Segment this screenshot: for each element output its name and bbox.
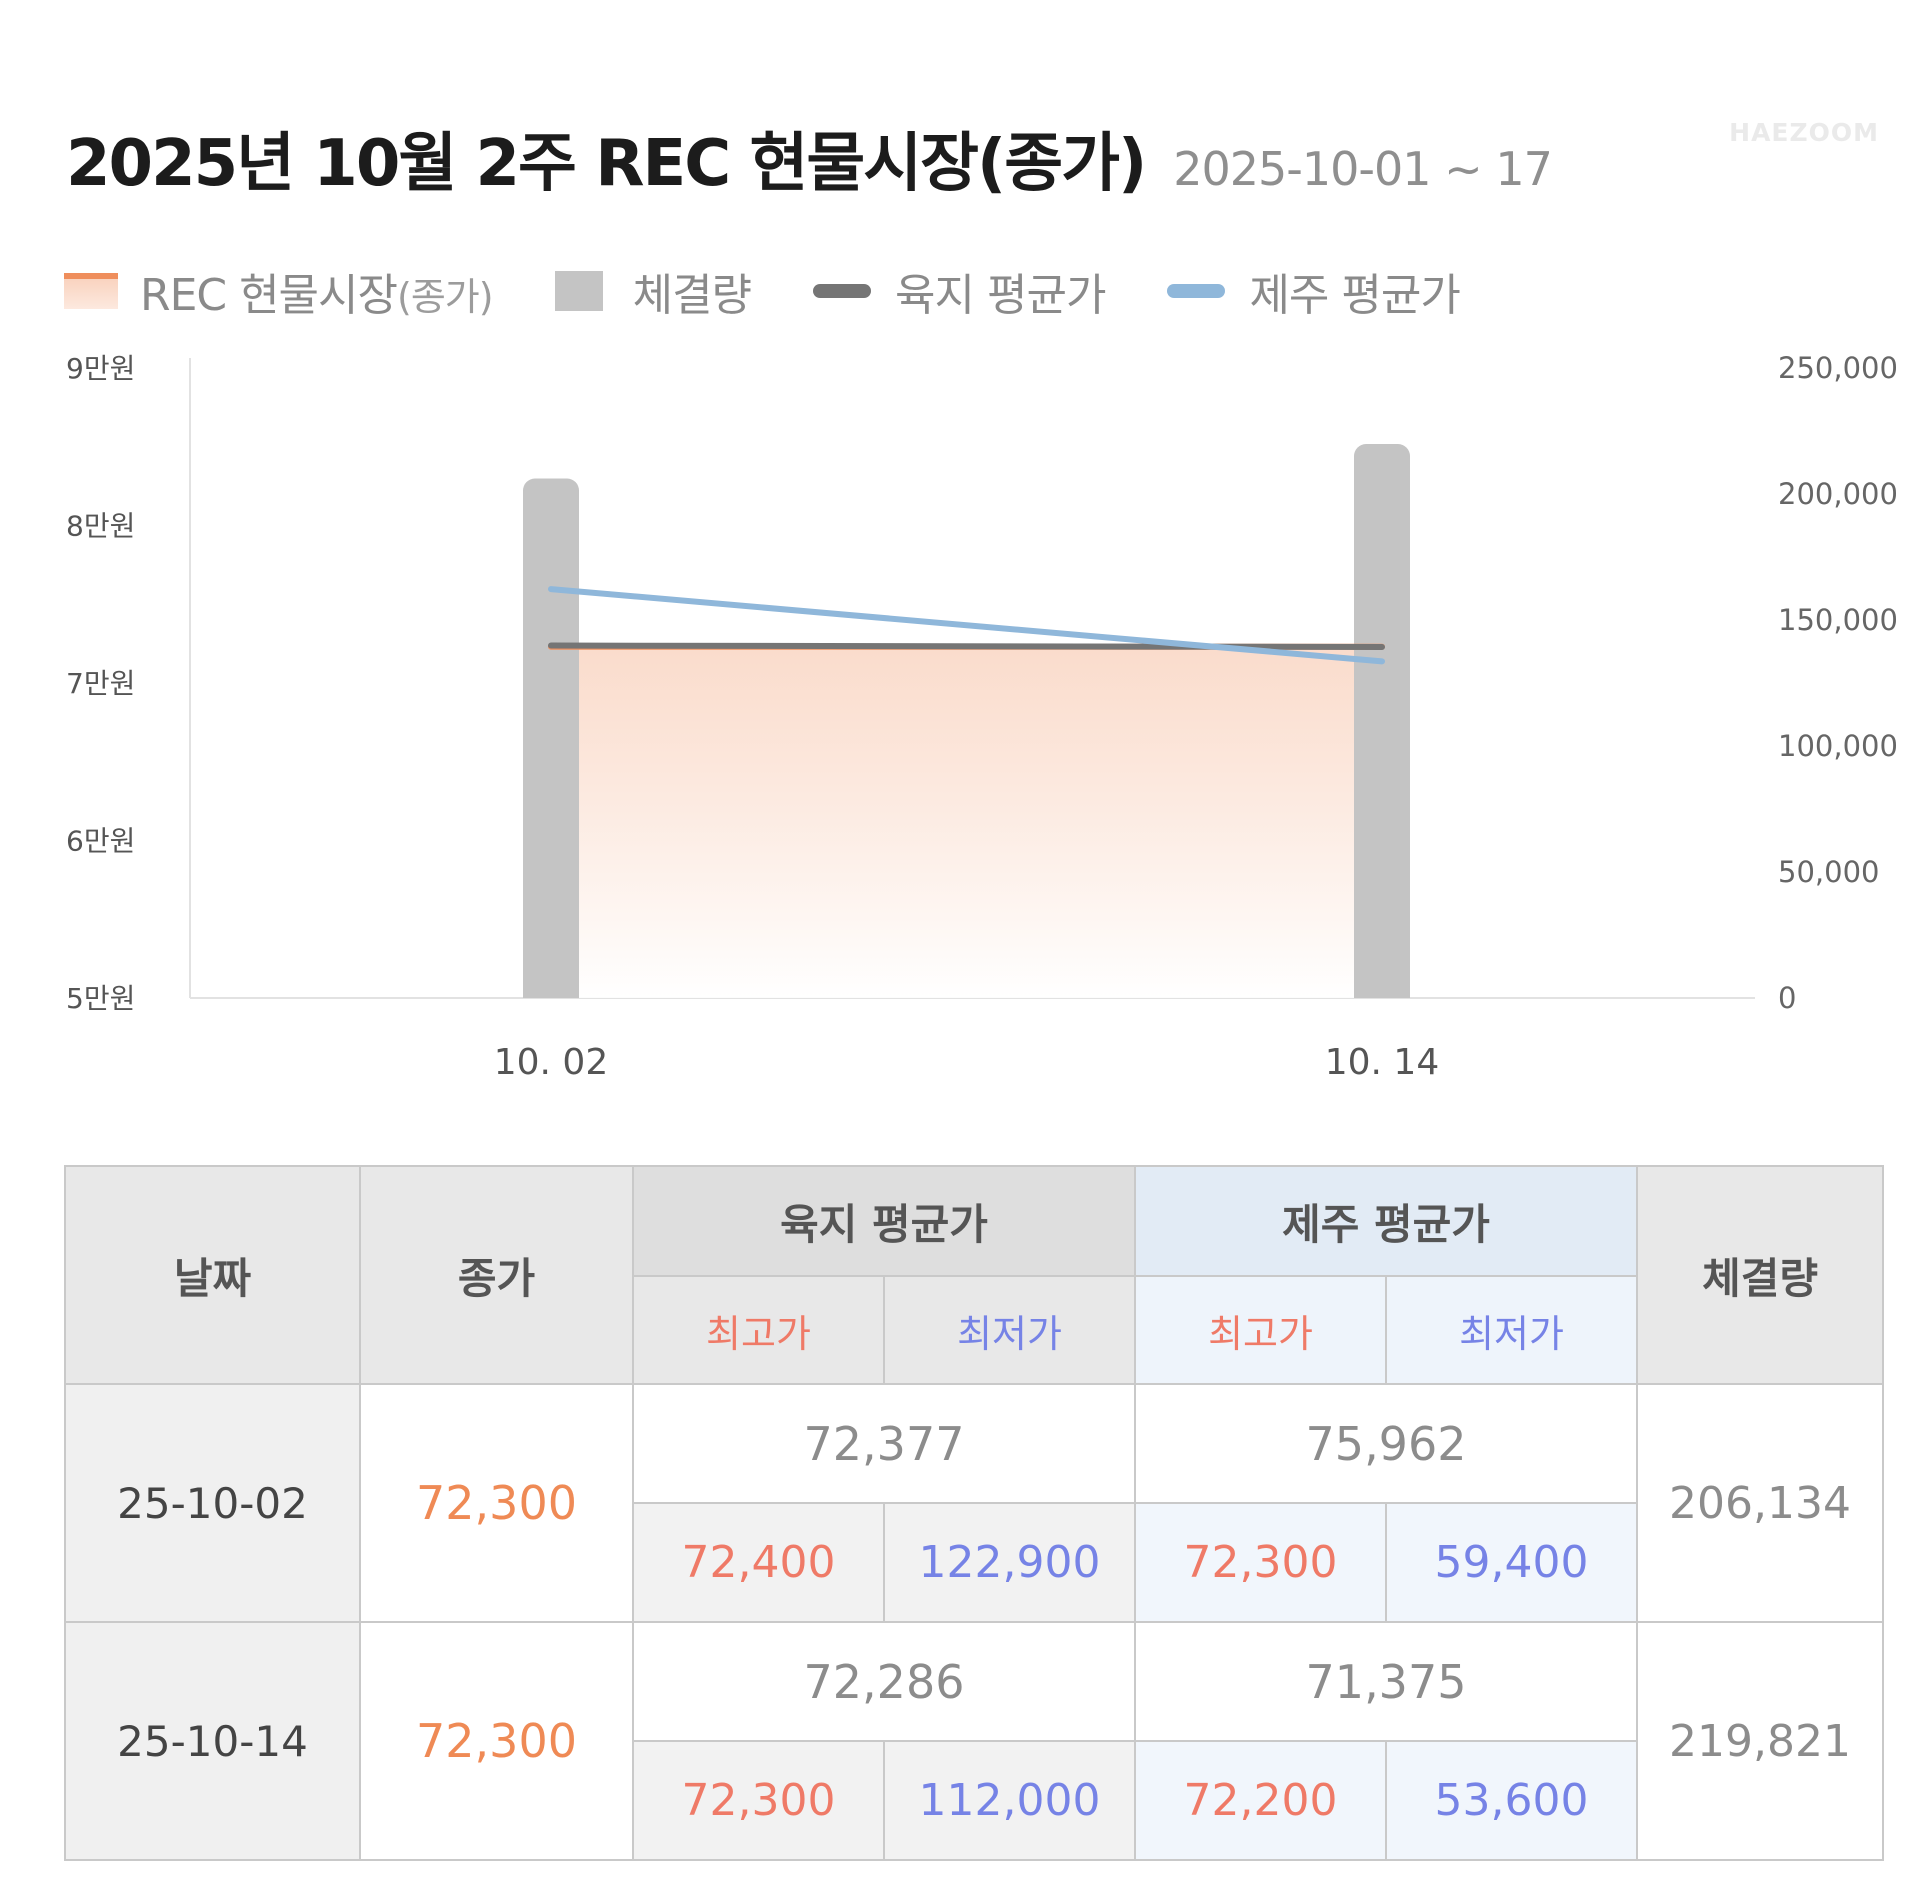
table-row: 25-10-02 72,300 72,377 75,962 206,134 (64, 1383, 1885, 1623)
close-area-swatch-icon (64, 273, 118, 309)
header-jeju-low: 최저가 (1385, 1275, 1639, 1385)
header-land-avg: 육지 평균가 (631, 1165, 1137, 1277)
legend-label-close-main: REC 현물시장 (140, 270, 398, 321)
y-left-tick-label: 6만원 (66, 825, 135, 858)
row-land-avg: 72,286 (631, 1621, 1137, 1742)
volume-bar-base (1354, 984, 1410, 998)
y-left-tick-label: 9만원 (66, 352, 135, 385)
legend-label-volume: 체결량 (632, 270, 752, 321)
volume-bar-swatch-icon (554, 271, 603, 311)
header-volume: 체결량 (1636, 1165, 1885, 1385)
land-line-swatch-icon (813, 284, 872, 298)
price-table-wrap: 날짜 종가 육지 평균가 제주 평균가 체결량 최고가 최저가 최고가 최저가 … (64, 1165, 1885, 1861)
close-area-fill (551, 646, 1382, 998)
y-right-tick-label: 0 (1778, 981, 1796, 1015)
legend-item-land: 육지 평균가 (813, 259, 1106, 323)
volume-bar-base (523, 984, 579, 998)
y-right-tick-label: 50,000 (1778, 855, 1879, 889)
page-title: 2025년 10월 2주 REC 현물시장(종가) (66, 127, 1147, 201)
row-jeju-high: 72,200 (1134, 1740, 1388, 1861)
jeju-line-swatch-icon (1167, 284, 1226, 298)
legend-label-jeju: 제주 평균가 (1249, 270, 1460, 321)
x-tick-label: 10. 14 (1325, 1042, 1440, 1083)
y-right-tick-label: 250,000 (1778, 351, 1898, 385)
row-date: 25-10-02 (64, 1383, 361, 1623)
legend-label-close-paren: (종가) (397, 275, 494, 319)
header-jeju-high: 최고가 (1134, 1275, 1388, 1385)
row-land-low: 112,000 (882, 1740, 1137, 1861)
price-table: 날짜 종가 육지 평균가 제주 평균가 체결량 최고가 최저가 최고가 최저가 … (64, 1165, 1885, 1861)
y-right-tick-label: 150,000 (1778, 603, 1898, 637)
y-left-tick-label: 5만원 (66, 982, 135, 1015)
row-volume: 206,134 (1636, 1383, 1885, 1623)
jeju-series-line (548, 586, 1385, 665)
row-jeju-high: 72,300 (1134, 1502, 1388, 1623)
row-close: 72,300 (359, 1383, 634, 1623)
x-tick-label: 10. 02 (494, 1042, 609, 1083)
title-row: 2025년 10월 2주 REC 현물시장(종가) 2025-10-01 ~ 1… (66, 112, 1553, 202)
header-date: 날짜 (64, 1165, 361, 1385)
y-left-tick-label: 8만원 (66, 510, 135, 543)
row-land-high: 72,300 (632, 1740, 885, 1861)
watermark-logo: HAEZOOM (1729, 118, 1879, 147)
row-date: 25-10-14 (64, 1621, 361, 1861)
row-jeju-avg: 75,962 (1134, 1383, 1639, 1504)
date-range-subtitle: 2025-10-01 ~ 17 (1173, 142, 1553, 196)
price-volume-chart: 9만원 8만원 7만원 6만원 5만원 250,000 200,000 150,000 100,… (66, 351, 1898, 1083)
row-jeju-low: 53,600 (1385, 1740, 1639, 1861)
legend-item-close: REC 현물시장(종가) (64, 259, 494, 323)
row-land-low: 122,900 (882, 1502, 1137, 1623)
header-close: 종가 (359, 1165, 634, 1385)
legend-item-jeju: 제주 평균가 (1167, 259, 1461, 323)
y-right-tick-label: 200,000 (1778, 477, 1898, 511)
table-row-minmax: 72,300 112,000 72,200 53,600 (65, 1740, 1883, 1861)
row-land-avg: 72,377 (631, 1383, 1137, 1504)
y-right-tick-label: 100,000 (1778, 729, 1898, 763)
legend-item-volume: 체결량 (554, 259, 752, 323)
chart-legend: REC 현물시장(종가) 체결량 육지 평균가 제주 평균가 (64, 259, 1522, 323)
table-row: 25-10-14 72,300 72,286 71,375 219,821 (64, 1621, 1885, 1861)
legend-label-land: 육지 평균가 (895, 270, 1106, 321)
row-land-high: 72,400 (632, 1502, 885, 1623)
legend-label-close: REC 현물시장(종가) (140, 259, 494, 323)
row-jeju-low: 59,400 (1385, 1502, 1639, 1623)
row-volume: 219,821 (1636, 1621, 1885, 1861)
table-subheader-row: 최고가 최저가 최고가 최저가 (65, 1275, 1883, 1385)
header-land-high: 최고가 (632, 1275, 885, 1385)
volume-bar (1354, 444, 1410, 998)
volume-bar (523, 478, 579, 998)
row-close: 72,300 (359, 1621, 634, 1861)
header-land-low: 최저가 (882, 1275, 1137, 1385)
land-series-line (548, 642, 1385, 650)
header-jeju-avg: 제주 평균가 (1134, 1165, 1639, 1277)
table-header-row: 날짜 종가 육지 평균가 제주 평균가 체결량 (64, 1165, 1885, 1385)
row-jeju-avg: 71,375 (1134, 1621, 1639, 1742)
table-row-minmax: 72,400 122,900 72,300 59,400 (65, 1502, 1883, 1623)
y-left-tick-label: 7만원 (66, 667, 135, 700)
